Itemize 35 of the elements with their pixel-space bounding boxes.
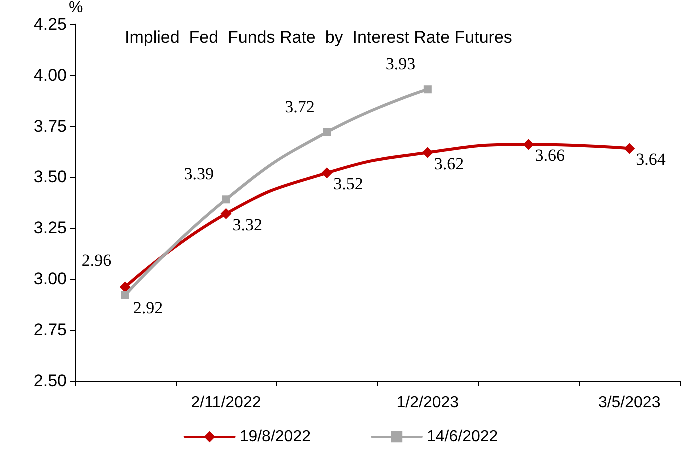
point xyxy=(120,282,131,293)
y-tick-label: 3.50 xyxy=(34,168,67,187)
data-label: 3.52 xyxy=(334,174,364,194)
y-tick-label: 3.75 xyxy=(34,116,67,136)
y-tick-label: 3.25 xyxy=(34,218,67,238)
point xyxy=(323,128,332,136)
y-axis-title: % xyxy=(69,0,84,16)
point xyxy=(523,139,534,150)
y-tick-label: 4.00 xyxy=(34,66,67,85)
data-label: 3.66 xyxy=(535,146,565,166)
data-label: 3.72 xyxy=(285,97,315,116)
legend-label: 19/8/2022 xyxy=(240,428,312,446)
data-label: 3.39 xyxy=(184,164,214,184)
data-label: 2.92 xyxy=(133,298,164,318)
x-tick-label: 3/5/2023 xyxy=(598,394,661,412)
y-tick-label: 2.75 xyxy=(34,320,67,340)
data-label: 3.32 xyxy=(232,215,262,234)
y-tick-label: 3.00 xyxy=(34,270,67,289)
legend-label: 14/6/2022 xyxy=(427,428,498,446)
point xyxy=(624,143,636,154)
point xyxy=(322,168,333,179)
point xyxy=(422,147,434,158)
point xyxy=(220,208,232,220)
x-tick-label: 1/2/2023 xyxy=(396,394,460,412)
point xyxy=(121,291,130,300)
point xyxy=(222,196,230,204)
point xyxy=(424,86,432,94)
chart-title: Implied Fed Funds Rate by Interest Rate Futures xyxy=(125,28,512,47)
y-tick-label: 2.50 xyxy=(34,372,67,390)
y-tick-label: 4.25 xyxy=(34,14,67,34)
data-label: 3.62 xyxy=(434,154,464,174)
data-label: 2.96 xyxy=(82,250,112,270)
x-tick-label: 2/11/2022 xyxy=(191,394,262,412)
data-label: 3.93 xyxy=(386,54,416,74)
data-label: 3.64 xyxy=(636,150,666,170)
